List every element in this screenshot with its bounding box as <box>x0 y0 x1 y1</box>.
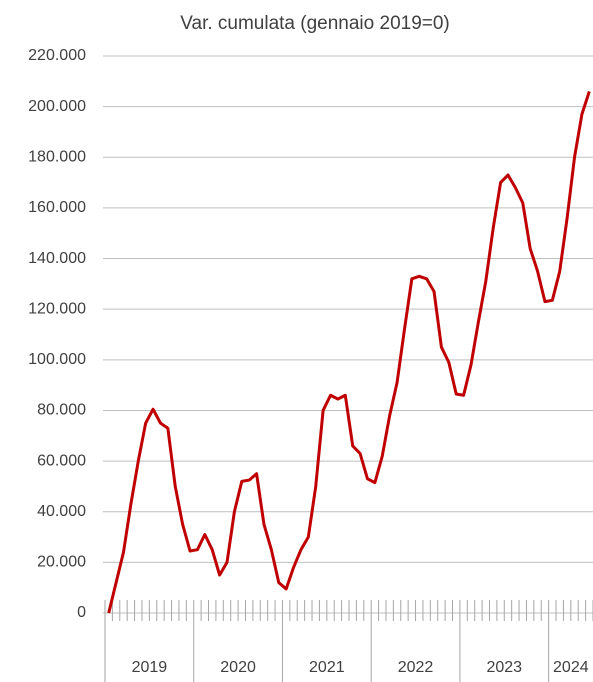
year-label: 2024 <box>553 659 589 676</box>
y-tick-label: 140.000 <box>28 250 86 267</box>
y-tick-label: 20.000 <box>37 554 86 571</box>
y-tick-label: 200.000 <box>28 98 86 115</box>
y-tick-label: 0 <box>77 604 86 621</box>
y-tick-label: 180.000 <box>28 148 86 165</box>
y-tick-label: 160.000 <box>28 199 86 216</box>
y-tick-label: 100.000 <box>28 351 86 368</box>
y-tick-label: 120.000 <box>28 300 86 317</box>
y-tick-label: 80.000 <box>37 402 86 419</box>
year-label: 2021 <box>309 659 345 676</box>
year-label: 2022 <box>398 659 434 676</box>
year-label: 2023 <box>486 659 522 676</box>
y-tick-label: 40.000 <box>37 503 86 520</box>
y-tick-label: 220.000 <box>28 47 86 64</box>
y-tick-label: 60.000 <box>37 452 86 469</box>
data-line <box>107 90 591 614</box>
year-label: 2019 <box>132 659 168 676</box>
year-label: 2020 <box>220 659 256 676</box>
chart-title: Var. cumulata (gennaio 2019=0) <box>180 13 450 34</box>
